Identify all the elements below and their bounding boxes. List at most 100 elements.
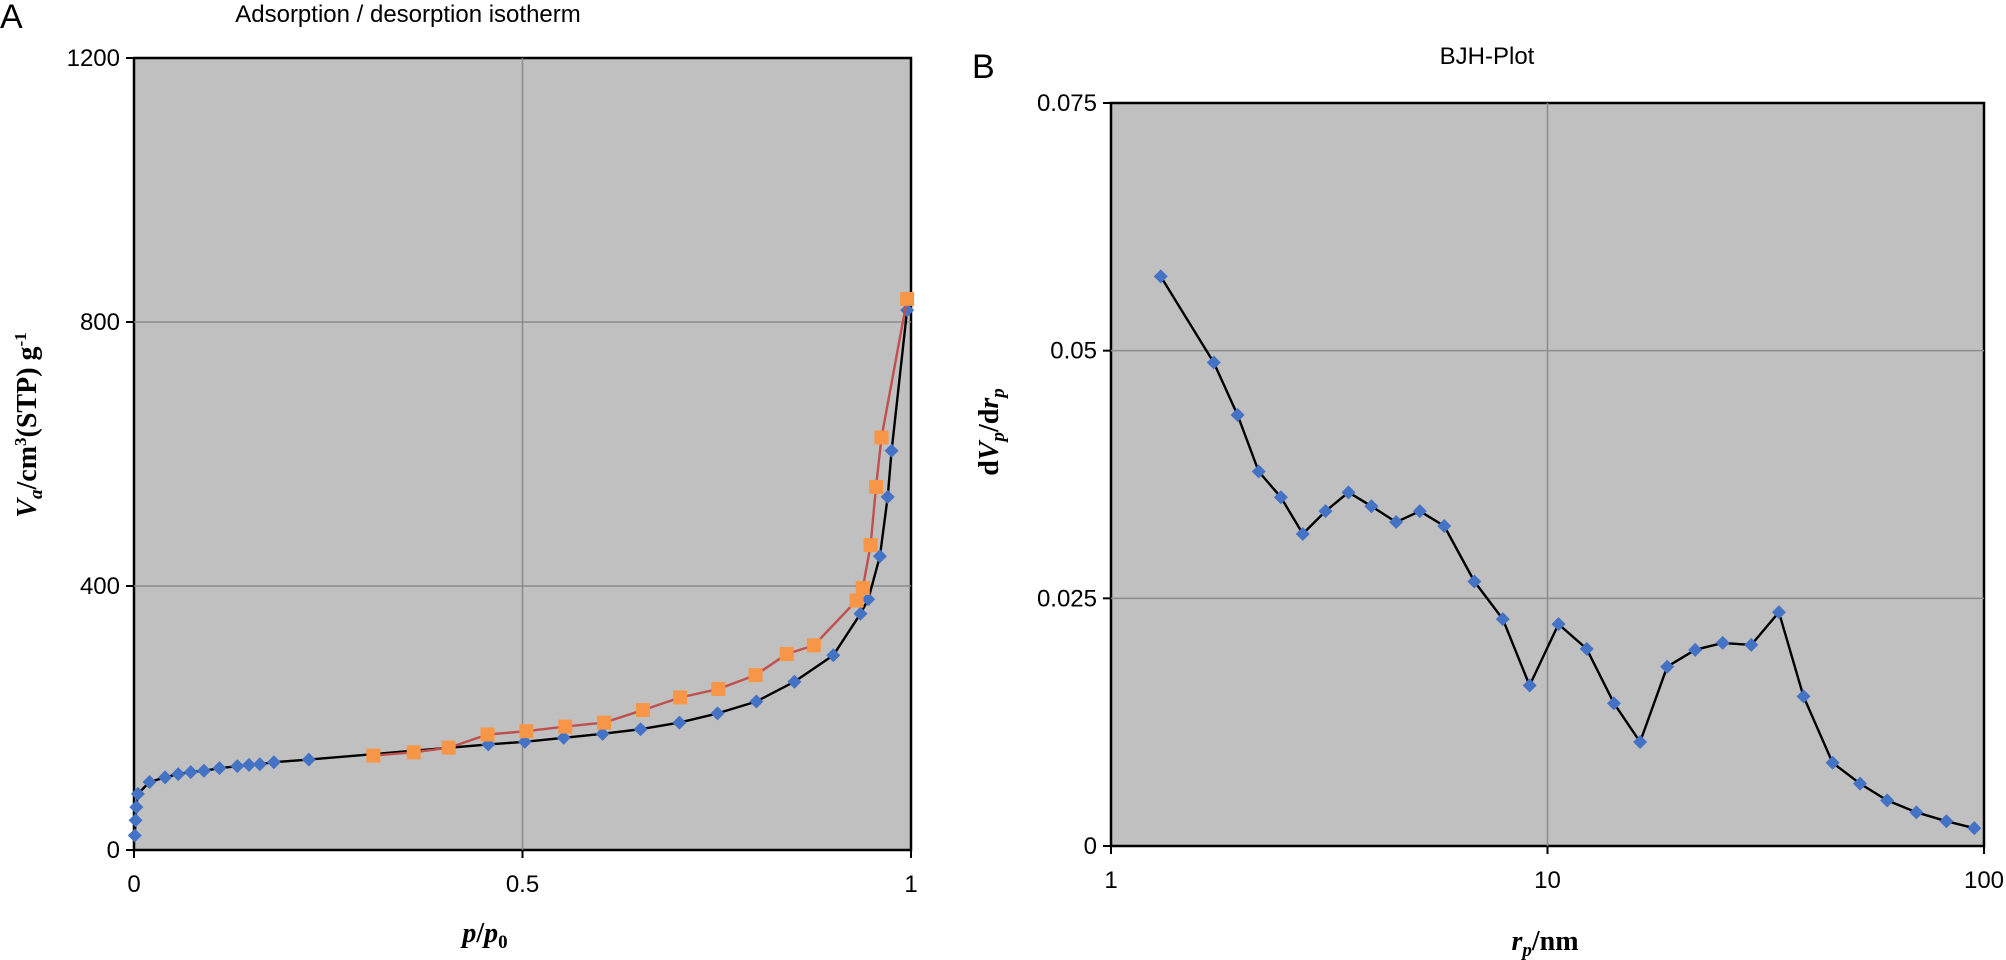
panel-b-series-0-point [1467, 574, 1482, 589]
panel-a-series-0-point [230, 759, 245, 774]
panel-a-letter: A [0, 0, 23, 36]
panel-a-series-0-point [142, 775, 157, 790]
panel-a-series-1-point [366, 748, 381, 763]
panel-a-series-1-point [748, 668, 763, 683]
panel-b-chart: B BJH-Plot 0 0.025 0.05 0.075 1 10 100 rp/nm d… [972, 43, 2004, 960]
panel-b-gridlines [1111, 103, 1984, 846]
panel-a-y-tick-label: 400 [80, 573, 120, 600]
panel-b-series-0-point [1967, 821, 1982, 836]
panel-a-x-tick-label: 1 [904, 871, 917, 898]
panel-b-series-0-point [1318, 504, 1333, 519]
panel-a-series-0-point [171, 767, 186, 782]
panel-b-series-0-point [1412, 504, 1427, 519]
panel-b-series-0-point [1364, 499, 1379, 514]
panel-b-series-0-point [1688, 642, 1703, 657]
panel-a-series-0-point [861, 592, 876, 607]
panel-a-series-1-point [863, 538, 878, 553]
panel-a-series-1-point [711, 681, 726, 696]
panel-b-series-0-point [1295, 526, 1310, 541]
panel-a-series-1-point [849, 593, 864, 608]
panel-b-series-0-point [1715, 635, 1730, 650]
panel-a-series-0-point [128, 813, 143, 828]
panel-b-series-0-point [1230, 408, 1245, 423]
panel-a-series-1-point [900, 291, 915, 306]
panel-b-letter: B [972, 48, 995, 86]
panel-a-series-0-point [556, 730, 571, 745]
panel-a-series-0-point [872, 549, 887, 564]
panel-b-series-0-point [1153, 269, 1168, 284]
panel-a-gridlines [134, 58, 911, 850]
panel-a-series-0-point [252, 757, 267, 772]
panel-a-series-0-point [880, 489, 895, 504]
panel-b-series-0-point [1206, 355, 1221, 370]
panel-a-series-1-point [480, 727, 495, 742]
panel-b-series-0-point [1939, 814, 1954, 829]
panel-b-x-tick-label: 100 [1964, 867, 2004, 894]
panel-b-series-0-point [1744, 637, 1759, 652]
panel-a-series-0-point [266, 755, 281, 770]
panel-a-series-1-point [406, 745, 421, 760]
panel-a-series-0-point [595, 726, 610, 741]
panel-a-series-1-point [519, 724, 534, 739]
panel-a-chart: A Adsorption / desorption isotherm 0 400 8… [0, 0, 918, 953]
panel-b-series-0-point [1251, 464, 1266, 479]
panel-a-series-0-point [301, 752, 316, 767]
panel-a-series-0-point [672, 715, 687, 730]
panel-b-ticks: 0 0.025 0.05 0.075 1 10 100 [1037, 90, 2004, 894]
panel-a-series-0-point [633, 722, 648, 737]
panel-b-series-0-point [1551, 617, 1566, 632]
panel-b-x-axis-label: rp/nm [1511, 926, 1578, 960]
panel-a-x-tick-label: 0.5 [506, 871, 539, 898]
panel-b-y-tick-label: 0 [1084, 833, 1097, 860]
panel-a-series-0-point [158, 770, 173, 785]
panel-a-series [127, 291, 915, 843]
panel-a-series-1-point [779, 646, 794, 661]
panel-b-series-0-point [1389, 515, 1404, 530]
panel-a-ticks: 0 400 800 1200 0 0.5 1 [67, 45, 918, 898]
panel-a-series-0-point [853, 606, 868, 621]
panel-a-series-0-point [749, 694, 764, 709]
panel-a-series-0-point [129, 800, 144, 815]
panel-b-x-tick-label: 1 [1104, 867, 1117, 894]
panel-a-series-0-point [130, 786, 145, 801]
panel-b-y-axis-label: dVp/drp [974, 388, 1009, 476]
panel-b-series-0-point [1825, 755, 1840, 770]
panel-b-series [1153, 269, 1982, 836]
panel-b-series-0-point [1771, 605, 1786, 620]
panel-a-series-0-point [127, 828, 142, 843]
panel-a-y-axis-label: Va/cm3(STP) g-1 [11, 332, 47, 517]
panel-a-series-1-point [874, 430, 889, 445]
panel-b-series-0-point [1633, 734, 1648, 749]
panel-a-series-0-point [884, 443, 899, 458]
panel-a-y-tick-label: 800 [80, 309, 120, 336]
panel-a-series-0-point [787, 674, 802, 689]
panel-a-series-1-point [869, 480, 884, 494]
panel-a-series-0-point [241, 757, 256, 772]
panel-b-series-0-point [1606, 696, 1621, 711]
panel-a-y-tick-label: 0 [107, 837, 120, 864]
panel-a-x-axis-label: p/p0 [460, 918, 507, 953]
panel-b-series-0-point [1341, 485, 1356, 500]
panel-b-series-0-point [1853, 776, 1868, 791]
panel-a-x-tick-label: 0 [127, 871, 140, 898]
panel-b-series-0-point [1909, 805, 1924, 820]
panel-b-series-0-point [1880, 793, 1895, 808]
panel-b-title: BJH-Plot [1440, 43, 1535, 70]
panel-a-y-tick-label: 1200 [67, 45, 120, 72]
panel-a-series-1-point [855, 580, 870, 595]
panel-b-series-0-point [1522, 678, 1537, 693]
panel-b-series-0-point [1796, 689, 1811, 704]
panel-b-y-tick-label: 0.075 [1037, 90, 1097, 117]
panel-a-series-1-point [441, 740, 456, 755]
panel-b-series-0-point [1660, 659, 1675, 674]
panel-a-series-1-point [558, 719, 573, 734]
panel-b-series-0-point [1437, 519, 1452, 534]
panel-b-y-tick-label: 0.025 [1037, 585, 1097, 612]
panel-a-series-0-point [517, 734, 532, 749]
panel-a-series-1-point [673, 690, 688, 705]
panel-b-y-tick-label: 0.05 [1050, 338, 1097, 365]
panel-a-series-1-point [597, 715, 612, 730]
panel-b-series-0-point [1273, 490, 1288, 505]
panel-a-series-0-point [710, 706, 725, 721]
